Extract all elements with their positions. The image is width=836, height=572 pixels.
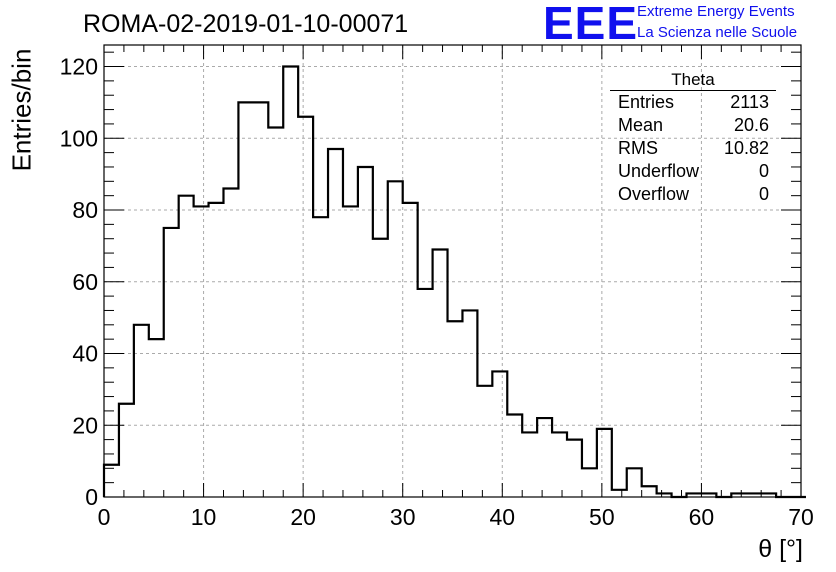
histogram-bin: [403, 203, 418, 497]
histogram-bin: [373, 239, 388, 497]
histogram-bin: [328, 149, 343, 497]
y-tick-label: 60: [72, 269, 98, 295]
histogram-bin: [627, 468, 642, 497]
histogram-outline: [102, 65, 806, 499]
histogram-bin: [552, 432, 567, 497]
histogram-bin: [492, 371, 507, 497]
y-tick-label: 20: [72, 412, 98, 438]
histogram-bin: [358, 167, 373, 497]
histogram-bin: [104, 465, 119, 497]
stats-row-rms: RMS 10.82: [610, 137, 776, 160]
histogram-bin: [582, 468, 597, 497]
y-tick-label: 40: [72, 341, 98, 367]
histogram-bin: [268, 128, 283, 497]
histogram-bin: [433, 249, 448, 497]
histogram-bin: [223, 188, 238, 497]
histogram-bin: [388, 181, 403, 497]
histogram-bin: [448, 321, 463, 497]
stats-label: Entries: [618, 92, 675, 112]
histogram-bin: [194, 206, 209, 497]
x-tick-label: 0: [98, 504, 111, 530]
histogram-bin: [537, 418, 552, 497]
x-tick-label: 30: [390, 504, 416, 530]
histogram-bin: [179, 196, 194, 497]
run-title: ROMA-02-2019-01-10-00071: [83, 10, 409, 38]
y-tick-label: 120: [60, 54, 98, 80]
grid-lines: [104, 45, 801, 497]
histogram-bin: [313, 217, 328, 497]
histogram-bin: [343, 206, 358, 497]
stats-row-underflow: Underflow 0: [610, 160, 776, 183]
stats-label: Underflow: [618, 161, 700, 181]
x-axis-title: θ [°]: [758, 535, 803, 563]
histogram-bin: [164, 228, 179, 497]
stats-value: 0: [758, 161, 769, 181]
stats-row-entries: Entries 2113: [610, 91, 776, 114]
plot-frame: [103, 44, 802, 498]
x-tick-label: 60: [689, 504, 715, 530]
x-tick-label: 50: [589, 504, 615, 530]
stats-value: 0: [758, 184, 769, 204]
histogram-bin: [418, 289, 433, 497]
y-axis-title: Entries/bin: [6, 48, 37, 172]
histogram-bin: [134, 325, 149, 497]
histogram-bin: [567, 440, 582, 497]
stats-value: 10.82: [723, 138, 769, 158]
histogram-bins: [102, 65, 806, 499]
tick-labels: 0 10 20 30 40 50 60 70 0 20 40 60 80 100 120: [60, 54, 814, 530]
histogram-bin: [253, 102, 268, 497]
histogram-bin: [298, 117, 313, 497]
y-tick-label: 80: [72, 197, 98, 223]
histogram-bin: [149, 339, 164, 497]
histogram-bin: [238, 102, 253, 497]
eee-logo: EEE: [543, 0, 639, 49]
histogram-bin: [597, 429, 612, 497]
stats-label: Overflow: [618, 184, 690, 204]
stats-box: Theta Entries 2113 Mean 20.6 RMS 10.82 U…: [610, 70, 776, 206]
stats-label: RMS: [618, 138, 658, 158]
x-tick-label: 70: [788, 504, 814, 530]
histogram-bin: [507, 414, 522, 497]
histogram-bin: [119, 404, 134, 497]
histogram-bin: [522, 432, 537, 497]
histogram-bin: [642, 486, 657, 497]
stats-value: 20.6: [733, 115, 769, 135]
stats-label: Mean: [618, 115, 664, 135]
x-tick-label: 10: [191, 504, 217, 530]
histogram-bin: [477, 386, 492, 497]
stats-value: 2113: [730, 92, 769, 112]
x-tick-label: 40: [489, 504, 515, 530]
axes: [103, 44, 802, 498]
eee-logo-line2: La Scienza nelle Scuole: [637, 24, 798, 41]
stats-row-overflow: Overflow 0: [610, 183, 776, 206]
histogram-bin: [462, 310, 477, 497]
histogram-bin: [209, 203, 224, 497]
y-tick-label: 0: [85, 484, 98, 510]
eee-logo-line1: Extreme Energy Events: [637, 3, 795, 20]
stats-title: Theta: [610, 70, 776, 91]
y-tick-label: 100: [60, 125, 98, 151]
x-tick-label: 20: [290, 504, 316, 530]
stats-row-mean: Mean 20.6: [610, 114, 776, 137]
